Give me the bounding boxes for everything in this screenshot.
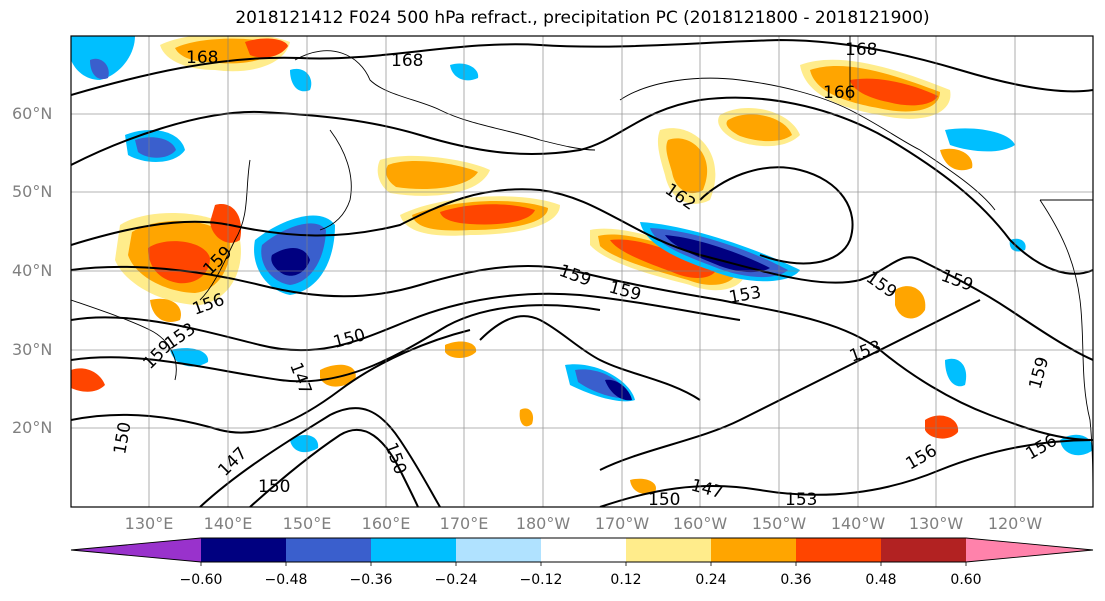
- colorbar-tick-label: 0.36: [780, 572, 812, 588]
- colorbar-tick-label: 0.48: [865, 572, 897, 588]
- contour-label: 168: [391, 51, 423, 71]
- map-title: 2018121412 F024 500 hPa refract., precip…: [235, 8, 930, 28]
- colorbar-segment: [286, 538, 371, 562]
- colorbar-segment: [201, 538, 286, 562]
- colorbar-extend-max: [966, 538, 1093, 562]
- lon-label: 140°E: [203, 514, 253, 533]
- colorbar-segment: [626, 538, 711, 562]
- contour-label: 159: [556, 261, 593, 291]
- colorbar-tick-label: −0.12: [519, 572, 563, 588]
- colorbar-tick-label: −0.48: [264, 572, 308, 588]
- lat-label-30n: 30°N: [12, 340, 53, 359]
- contour-label: 159: [607, 278, 644, 306]
- lon-label: 160°W: [672, 514, 728, 533]
- lat-label-20n: 20°N: [12, 418, 53, 437]
- colorbar-tick-label: 0.24: [695, 572, 727, 588]
- lon-label: 130°E: [124, 514, 174, 533]
- contour-label: 153: [727, 283, 762, 308]
- contour-label: 159: [938, 266, 975, 296]
- lon-label: 170°E: [439, 514, 489, 533]
- lon-label: 130°W: [908, 514, 964, 533]
- map-frame: [70, 35, 1094, 508]
- positive-anomaly-areas: [71, 36, 973, 494]
- contour-label: 150: [110, 420, 135, 455]
- colorbar-segment: [456, 538, 541, 562]
- contour-label: 147: [214, 443, 251, 480]
- colorbar-segment: [711, 538, 796, 562]
- colorbar-tick-label: 0.60: [950, 572, 982, 588]
- lat-label-50n: 50°N: [12, 182, 53, 201]
- colorbar: [70, 537, 1094, 566]
- lon-label: 120°W: [987, 514, 1043, 533]
- lat-label-60n: 60°N: [12, 104, 53, 123]
- colorbar-segment: [881, 538, 966, 562]
- colorbar-segment: [796, 538, 881, 562]
- contour-label: 150: [331, 325, 368, 353]
- contour-label: 166: [823, 83, 855, 103]
- colorbar-extend-min: [71, 538, 201, 562]
- negative-anomaly-areas: [71, 36, 1093, 456]
- contour-label: 150: [380, 440, 410, 477]
- contour-label: 156: [903, 441, 941, 475]
- colorbar-tick-label: −0.24: [434, 572, 478, 588]
- contour-label: 159: [862, 268, 900, 303]
- lon-label: 150°W: [751, 514, 807, 533]
- contour-label: 153: [847, 337, 884, 367]
- lon-label: 150°E: [282, 514, 332, 533]
- colorbar-segment: [541, 538, 626, 562]
- lon-label: 140°W: [830, 514, 886, 533]
- contour-label: 168: [845, 40, 877, 60]
- lon-label: 160°E: [361, 514, 411, 533]
- contour-label: 153: [785, 490, 817, 510]
- coastlines: [71, 36, 1093, 507]
- map-field: 168 168 168 166 162 159 159 159 159 159 …: [71, 36, 1093, 510]
- contour-label: 168: [186, 48, 218, 68]
- contour-label: 150: [648, 490, 680, 510]
- refractivity-contours: [71, 38, 1093, 507]
- colorbar-tick-label: 0.12: [610, 572, 642, 588]
- colorbar-segment: [371, 538, 456, 562]
- lat-label-40n: 40°N: [12, 261, 53, 280]
- colorbar-tick-label: −0.60: [179, 572, 223, 588]
- contour-label: 150: [258, 477, 290, 497]
- graticule: [71, 36, 1093, 507]
- lon-label: 170°W: [594, 514, 650, 533]
- contour-label: 159: [1026, 355, 1054, 392]
- lon-label: 180°W: [515, 514, 571, 533]
- contour-label: 147: [285, 360, 315, 397]
- contour-label: 147: [689, 476, 726, 504]
- colorbar-tick-label: −0.36: [349, 572, 393, 588]
